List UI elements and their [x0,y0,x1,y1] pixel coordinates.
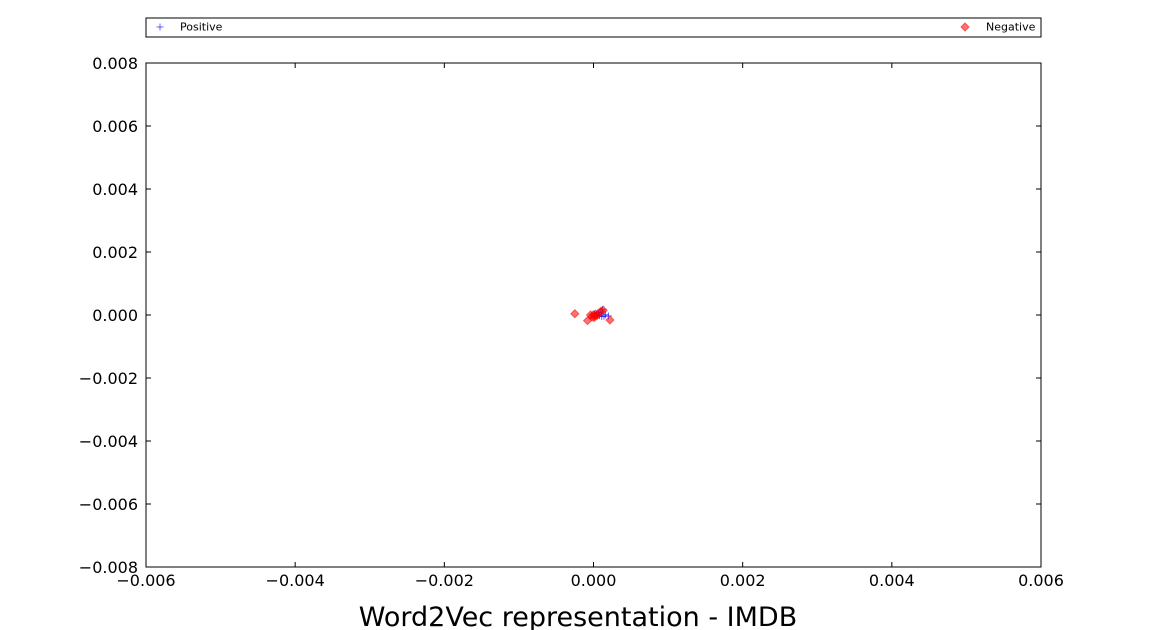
x-tick-label: −0.006 [116,571,175,590]
y-tick-label: 0.004 [92,180,138,199]
y-tick-label: 0.008 [92,54,138,73]
axis-ticks [145,62,1042,568]
legend-positive-label: Positive [180,21,223,34]
y-tick-label: −0.008 [79,558,138,577]
negative-point [605,315,615,325]
legend-negative-marker [960,22,970,32]
legend-diamond-icon [960,22,970,32]
axis-tick-labels: −0.006 −0.004 −0.002 0.000 0.002 0.004 0.006 0.… [79,54,1064,590]
legend-negative-label: Negative [986,21,1036,34]
x-tick-label: 0.004 [869,571,915,590]
y-tick-label: −0.006 [79,495,138,514]
data-points [570,305,615,326]
x-tick-label: 0.006 [1018,571,1064,590]
negative-point [598,305,608,315]
y-tick-label: 0.006 [92,117,138,136]
legend-positive-marker [156,23,164,31]
legend-frame [145,17,1042,38]
y-tick-label: 0.000 [92,306,138,325]
x-axis-label: Word2Vec representation - IMDB [359,602,798,630]
negative-point [589,312,599,323]
legend-plus-icon [156,23,164,31]
y-tick-label: 0.002 [92,243,138,262]
y-tick-label: −0.002 [79,369,138,388]
negative-point [570,309,580,319]
x-tick-label: −0.004 [266,571,325,590]
legend: Positive Negative [145,17,1042,38]
x-tick-label: 0.000 [571,571,617,590]
x-tick-label: 0.002 [720,571,766,590]
x-tick-label: −0.002 [415,571,474,590]
y-tick-label: −0.004 [79,432,138,451]
